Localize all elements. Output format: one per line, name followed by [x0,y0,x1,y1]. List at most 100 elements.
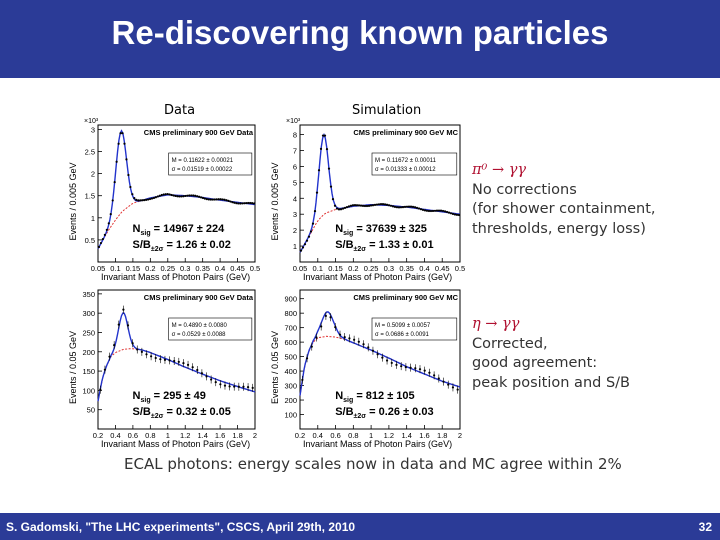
slide-title: Re-discovering known particles [111,14,609,51]
x-tick-label: 0.8 [348,431,358,440]
x-tick-label: 1.2 [180,431,190,440]
sb-label: S/B±2σ = 1.33 ± 0.01 [335,239,433,253]
data-point [248,201,252,205]
data-point [213,198,216,201]
data-point [192,194,195,197]
y-axis-label: Events / 0.05 GeV [270,331,280,404]
title-bar [0,0,720,78]
data-point [235,202,238,205]
data-point [103,368,107,371]
fit-param: M = 0.4890 ± 0.0080 [172,323,228,329]
data-point [353,338,356,341]
note-pi0-line: thresholds, energy loss) [472,220,646,237]
data-point [441,209,445,213]
data-point [341,207,345,210]
x-tick-label: 0.2 [348,264,358,273]
data-point [325,148,329,151]
sb-label: S/B±2σ = 0.32 ± 0.05 [133,406,231,420]
data-point [305,357,309,360]
note-eta-line: good agreement: [472,355,598,371]
x-tick-label: 1.4 [197,431,207,440]
data-point [225,199,228,202]
x-tick-label: 1.2 [384,431,394,440]
data-point [443,210,447,213]
axis-exponent: ×10³ [84,118,99,125]
data-point [154,196,157,199]
data-point [435,209,439,212]
data-point [107,222,110,225]
x-tick-label: 0.4 [419,264,429,273]
data-point [417,207,421,210]
data-point [221,198,224,201]
note-eta-line: peak position and S/B [472,374,630,391]
data-point [144,198,148,202]
data-point [111,199,114,202]
data-point [210,378,213,381]
data-point [390,361,393,365]
data-point [246,385,250,389]
x-tick-label: 0.3 [180,264,190,273]
data-point [305,239,309,242]
data-point [442,380,445,383]
fit-param: σ = 0.0686 ± 0.0091 [375,332,430,338]
data-point [97,245,101,249]
y-tick-label: 100 [82,386,95,395]
data-point [239,202,242,205]
data-point [431,209,435,213]
data-point [333,204,337,207]
data-point [457,213,461,217]
nsig-label: Nsig = 295 ± 49 [133,390,206,404]
data-point [453,213,457,216]
data-point [315,191,319,194]
data-point [127,173,130,177]
data-point [309,230,313,233]
data-point [152,196,156,200]
data-point [389,204,393,207]
data-point [343,335,346,339]
y-tick-label: 600 [284,338,297,347]
data-point [324,314,327,318]
data-point [381,203,385,206]
column-heading-simulation: Simulation [352,103,422,118]
data-point [393,205,397,208]
data-point [349,204,353,207]
y-axis-label: Events / 0.05 GeV [68,331,78,404]
panel-3: 0.2 0.4 0.6 0.8 1 1.2 1.4 1.6 1.8 2 100 200 300 400 50… [270,289,462,449]
data-point [320,325,323,328]
x-tick-label: 1 [166,431,170,440]
data-point [363,204,367,208]
x-tick-label: 0.3 [384,264,394,273]
data-point [371,349,375,352]
note-pi0-line: No corrections [472,181,577,198]
data-point [409,205,413,208]
y-tick-label: 3 [91,125,95,134]
y-tick-label: 350 [82,290,95,299]
data-point [301,378,304,382]
data-point [357,204,361,207]
sb-label: S/B±2σ = 0.26 ± 0.03 [335,406,433,420]
data-point [191,366,194,369]
data-point [170,193,173,197]
data-point [99,388,102,391]
x-tick-label: 0.6 [128,431,138,440]
y-tick-label: 200 [82,348,95,357]
x-tick-label: 0.2 [145,264,155,273]
x-tick-label: 0.6 [330,431,340,440]
x-axis-label: Invariant Mass of Photon Pairs (GeV) [101,439,250,449]
data-point [135,198,138,201]
note-eta-line: Corrected, [472,335,548,352]
y-tick-label: 1 [91,214,95,223]
data-point [367,204,371,207]
data-point [158,194,161,197]
y-tick-label: 300 [284,382,297,391]
y-axis-label: Events / 0.005 GeV [68,162,78,240]
data-point [140,350,143,353]
sb-label: S/B±2σ = 1.26 ± 0.02 [133,239,231,253]
data-point [429,209,433,213]
y-tick-label: 1.5 [85,192,95,201]
data-point [131,342,134,345]
data-point [231,201,234,204]
data-point [413,206,417,209]
data-point [150,197,154,200]
